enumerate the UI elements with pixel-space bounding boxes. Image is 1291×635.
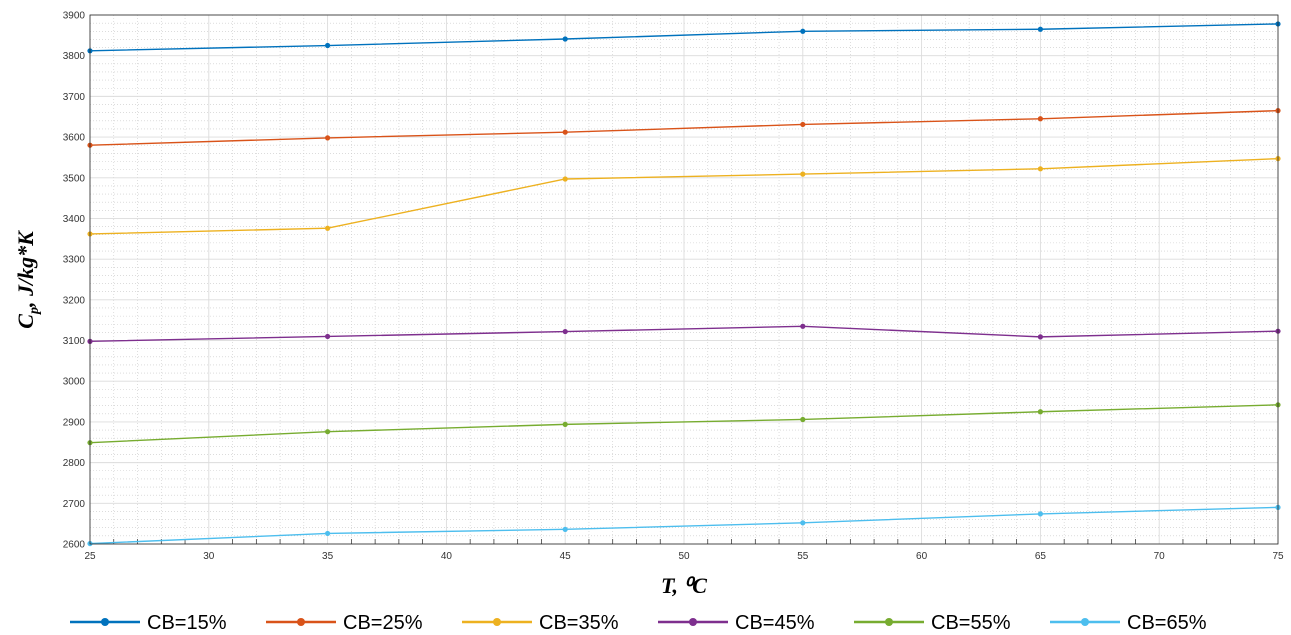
y-tick-label: 3600	[63, 133, 86, 144]
series-line	[89, 506, 1279, 545]
x-tick-label: 65	[1035, 551, 1047, 562]
x-tick-label: 25	[84, 551, 96, 562]
x-tick-label: 75	[1272, 551, 1284, 562]
data-point	[562, 526, 568, 532]
y-axis-title-subscript: p	[27, 307, 42, 315]
y-tick-label: 3800	[63, 51, 86, 62]
legend-swatch-marker	[1081, 618, 1089, 626]
data-point	[800, 121, 806, 128]
legend-swatch-marker	[493, 618, 501, 626]
y-axis-title: Cp, J/kg*K	[13, 230, 42, 329]
x-tick-labels: 25 30 35 40 45 50 55 60 65 70 75	[84, 551, 1284, 562]
y-tick-labels: 2600 2700 2800 2900 3000 3100 3200 3300 3400 3500…	[63, 11, 86, 551]
data-point	[1037, 26, 1043, 32]
data-point	[325, 333, 331, 340]
legend-swatch-marker	[689, 618, 697, 626]
series-line	[89, 23, 1279, 52]
y-axis-title-unit: , J/kg*K	[13, 230, 38, 308]
series-line	[89, 109, 1279, 146]
data-point	[800, 171, 806, 177]
y-axis-title-symbol: C	[13, 314, 38, 329]
plot-frame	[89, 14, 1279, 545]
y-tick-label: 3400	[63, 214, 86, 225]
series	[87, 156, 1281, 237]
x-tick-label: 55	[797, 551, 809, 562]
x-tick-label: 35	[322, 551, 334, 562]
legend-swatch-marker	[101, 618, 109, 626]
y-tick-label: 2600	[63, 540, 86, 551]
data-point	[562, 36, 568, 42]
data-point	[800, 323, 806, 329]
legend-item: CB=55%	[854, 612, 1011, 634]
series	[87, 108, 1281, 148]
series-line	[89, 157, 1279, 235]
legend-item: CB=25%	[266, 612, 423, 634]
y-tick-label: 3700	[63, 92, 86, 103]
data-point	[562, 421, 568, 427]
data-point	[800, 520, 806, 526]
legend: CB=15% CB=25% CB=35% CB=45% CB=55% CB=65%	[70, 612, 1207, 634]
data-point	[325, 429, 331, 435]
y-tick-label: 2700	[63, 499, 86, 510]
x-tick-label: 40	[441, 551, 453, 562]
y-tick-label: 3500	[63, 173, 86, 184]
data-point	[1037, 409, 1043, 415]
series-line	[89, 404, 1279, 444]
legend-item: CB=45%	[658, 612, 815, 634]
legend-label: CB=45%	[735, 612, 815, 634]
x-tick-label: 70	[1154, 551, 1166, 562]
y-tick-label: 2800	[63, 458, 86, 469]
x-tick-label: 45	[560, 551, 572, 562]
x-tick-label: 50	[678, 551, 690, 562]
series	[87, 323, 1281, 344]
legend-swatch-marker	[885, 618, 893, 626]
y-tick-label: 2900	[63, 417, 86, 428]
x-axis-title: T, ⁰C	[661, 573, 707, 598]
major-grid	[89, 14, 1279, 545]
series-line	[89, 325, 1279, 343]
data-point	[562, 176, 568, 182]
data-point	[325, 42, 331, 49]
data-point	[325, 225, 331, 231]
data-point	[1037, 116, 1043, 122]
y-tick-label: 3100	[63, 336, 86, 347]
y-tick-label: 3900	[63, 11, 86, 22]
data-point	[562, 328, 568, 335]
legend-label: CB=55%	[931, 612, 1011, 634]
x-tick-label: 30	[203, 551, 215, 562]
legend-label: CB=15%	[147, 612, 227, 634]
legend-item: CB=35%	[462, 612, 619, 634]
x-tick-label: 60	[916, 551, 928, 562]
y-tick-label: 3200	[63, 295, 86, 306]
data-point	[800, 28, 806, 34]
legend-label: CB=25%	[343, 612, 423, 634]
y-tick-label: 3300	[63, 255, 86, 266]
legend-item: CB=15%	[70, 612, 227, 634]
data-point	[1037, 334, 1043, 340]
legend-swatch-marker	[297, 618, 305, 626]
data-point	[1037, 511, 1043, 517]
series	[87, 402, 1281, 446]
legend-item: CB=65%	[1050, 612, 1207, 634]
legend-label: CB=35%	[539, 612, 619, 634]
series-layer	[87, 21, 1281, 547]
legend-label: CB=65%	[1127, 612, 1207, 634]
data-point	[562, 129, 568, 135]
data-point	[1037, 166, 1043, 172]
series	[87, 504, 1281, 547]
y-tick-label: 3000	[63, 377, 86, 388]
data-point	[800, 416, 806, 423]
series	[87, 21, 1281, 54]
data-point	[325, 530, 331, 537]
data-point	[325, 135, 331, 141]
